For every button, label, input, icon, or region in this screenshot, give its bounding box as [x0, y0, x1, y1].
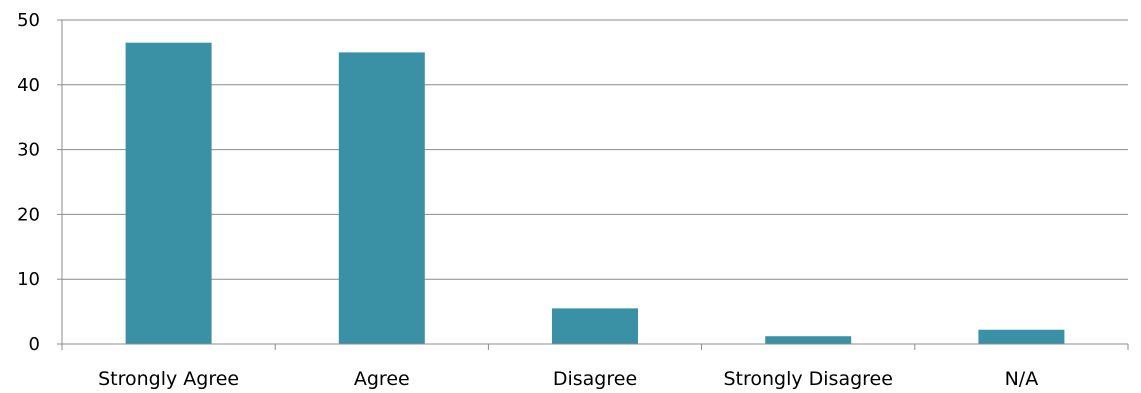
bar-agree — [338, 52, 425, 345]
bar-strongly-disagree — [765, 336, 852, 344]
axes — [57, 19, 1129, 350]
y-tick-label: 10 — [17, 269, 40, 290]
x-category-label: Strongly Agree — [98, 368, 239, 390]
y-tick-label: 0 — [29, 334, 40, 355]
bars — [125, 42, 1065, 345]
bar-disagree — [552, 308, 638, 344]
x-category-label: N/A — [1005, 368, 1039, 390]
bar-strongly-agree — [125, 42, 212, 345]
bar-n-a — [978, 329, 1065, 344]
x-category-label: Strongly Disagree — [723, 368, 892, 390]
y-tick-label: 40 — [17, 75, 40, 96]
x-category-label: Agree — [354, 368, 410, 390]
labels: 0 10 20 30 40 50 Strongly Agree Agree Disagree St… — [17, 10, 1038, 390]
x-category-label: Disagree — [553, 368, 637, 390]
gridlines — [62, 19, 1128, 280]
y-tick-label: 50 — [17, 10, 40, 31]
y-tick-label: 30 — [17, 140, 40, 161]
y-tick-label: 20 — [17, 204, 40, 225]
